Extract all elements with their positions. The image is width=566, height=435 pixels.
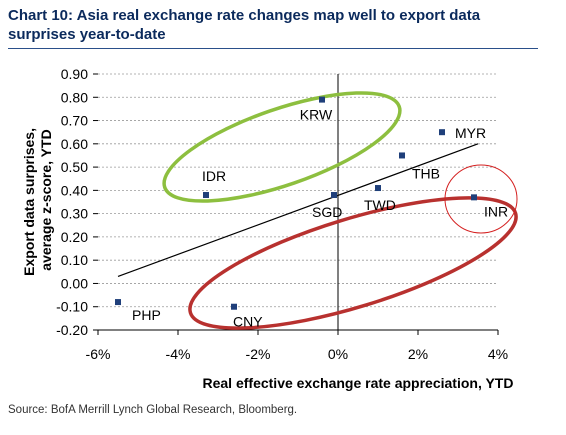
y-tick-label: -0.20 [56, 322, 88, 338]
data-point-cny [231, 303, 237, 310]
data-label-twd: TWD [364, 197, 396, 213]
data-label-sgd: SGD [312, 204, 342, 220]
green-highlight-ellipse [162, 91, 402, 203]
y-tick-label: 0.50 [61, 159, 88, 175]
trendline-group [117, 143, 479, 278]
y-axis-title: Export data surprises, average z-score, … [21, 124, 54, 276]
y-tick-label: 0.30 [61, 206, 88, 222]
data-point-twd [375, 185, 381, 192]
gridlines [98, 73, 498, 331]
x-tick-label: -4% [166, 346, 191, 362]
x-tick-label: 2% [408, 346, 428, 362]
trendline [117, 143, 479, 278]
data-label-idr: IDR [202, 168, 226, 184]
data-label-inr: INR [484, 203, 508, 219]
x-tick-label: 0% [328, 346, 348, 362]
axes [93, 73, 499, 335]
x-tick-label: 4% [488, 346, 508, 362]
data-label-php: PHP [132, 307, 161, 323]
title-divider [8, 48, 538, 49]
y-tick-label: 0.40 [61, 182, 88, 198]
data-label-thb: THB [412, 165, 440, 181]
y-tick-label: 0.10 [61, 252, 88, 268]
y-tick-label: 0.00 [61, 275, 88, 291]
data-point-php [115, 299, 121, 306]
data-label-cny: CNY [233, 314, 263, 330]
x-tick-label: -6% [86, 346, 111, 362]
data-points: KRW MYR THB IDR TWD SGD INR PHP CNY [115, 96, 508, 330]
data-point-myr [439, 129, 445, 136]
y-tick-label: 0.80 [61, 89, 88, 105]
data-label-myr: MYR [455, 125, 486, 141]
tick-labels: -0.20 -0.10 0.00 0.10 0.20 0.30 0.40 0.50 0.60 0.… [56, 66, 508, 362]
y-axis-title-line-1: Export data surprises, [21, 128, 37, 276]
y-tick-label: 0.20 [61, 229, 88, 245]
highlight-ellipses [162, 91, 518, 330]
y-tick-label: 0.60 [61, 136, 88, 152]
y-tick-label: -0.10 [56, 299, 88, 315]
data-point-inr [471, 194, 477, 201]
x-axis-title: Real effective exchange rate appreciatio… [203, 375, 514, 391]
y-axis-title-line-2: average z-score, YTD [38, 129, 54, 270]
x-tick-label: -2% [246, 346, 271, 362]
data-point-thb [399, 152, 405, 159]
data-point-sgd [331, 192, 337, 199]
data-point-idr [203, 192, 209, 199]
data-label-krw: KRW [300, 107, 333, 123]
source-note: Source: BofA Merrill Lynch Global Resear… [8, 404, 298, 416]
chart-title: Chart 10: Asia real exchange rate change… [8, 7, 481, 43]
red-highlight-ellipse [188, 196, 518, 330]
data-point-krw [319, 96, 325, 103]
y-tick-label: 0.70 [61, 113, 88, 129]
y-tick-label: 0.90 [61, 66, 88, 82]
thin-red-circle [444, 164, 518, 234]
